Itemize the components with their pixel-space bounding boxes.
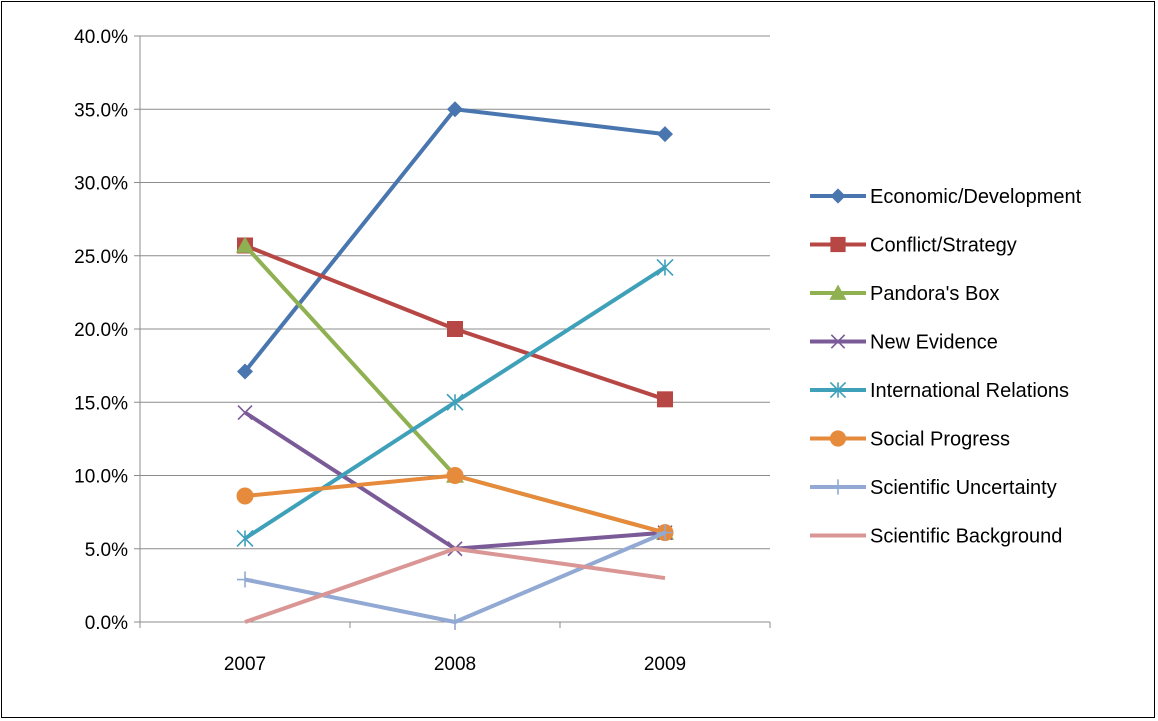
y-tick-label: 0.0% [85,613,128,634]
y-tick-label: 25.0% [74,247,128,268]
y-tick-label: 10.0% [74,467,128,488]
data-point [446,467,464,484]
legend-label: Pandora's Box [870,283,999,305]
data-point [447,321,463,337]
y-tick-label: 35.0% [74,100,128,121]
legend-item: New Evidence [810,332,998,354]
series-layer [236,101,674,630]
data-point [236,529,254,548]
data-point [237,404,253,421]
legend-item: Pandora's Box [810,283,999,305]
legend-item: Economic/Development [810,186,1082,208]
series-5 [236,258,674,548]
data-point [237,571,253,588]
legend-marker [830,334,846,349]
y-tick-label: 40.0% [74,27,128,48]
legend-label: New Evidence [870,332,998,354]
y-tick-label: 20.0% [74,320,128,341]
legend-item: Conflict/Strategy [810,235,1017,257]
series-line [244,473,666,535]
y-tick-label: 5.0% [85,540,128,561]
axes: 0.0% 5.0% 10.0% 15.0% 20.0% 25.0% 30.0% 35.0% 40… [74,27,771,675]
data-point [447,614,463,630]
gridlines [140,35,770,550]
legend-label: Social Progress [870,429,1010,451]
legend-marker [829,381,847,399]
legend-item: International Relations [810,380,1069,402]
x-tick-label: 2009 [644,654,686,675]
series-1 [237,101,673,380]
y-tick-label: 30.0% [74,174,128,195]
series-line [244,530,666,624]
series-7 [237,524,673,630]
legend: Economic/Development Conflict/Strategy Pan… [810,186,1082,548]
data-point [656,258,674,277]
x-tick-label: 2007 [224,654,266,675]
legend-label: Conflict/Strategy [870,235,1017,257]
legend-label: Scientific Background [870,526,1062,548]
legend-marker [830,236,846,253]
legend-label: Economic/Development [870,186,1082,208]
data-point [447,101,463,118]
legend-marker [830,188,846,204]
data-point [236,236,254,253]
legend-label: Scientific Uncertainty [870,477,1057,499]
series-6 [236,467,674,542]
data-point [237,363,253,380]
legend-item: Scientific Uncertainty [810,477,1057,499]
data-point [446,393,464,411]
series-line [244,546,666,624]
legend-label: International Relations [870,380,1069,402]
series-3 [236,236,674,540]
data-point [657,126,673,143]
x-tick-label: 2008 [434,654,476,675]
legend-item: Social Progress [810,429,1010,451]
series-2 [237,237,673,408]
data-point [657,524,673,541]
legend-marker [829,430,847,447]
data-point [657,391,673,408]
legend-item: Scientific Background [810,526,1062,548]
legend-marker [829,284,847,300]
data-point [236,487,254,505]
series-8 [244,546,666,624]
legend-marker [830,479,846,495]
y-tick-label: 15.0% [74,393,128,414]
